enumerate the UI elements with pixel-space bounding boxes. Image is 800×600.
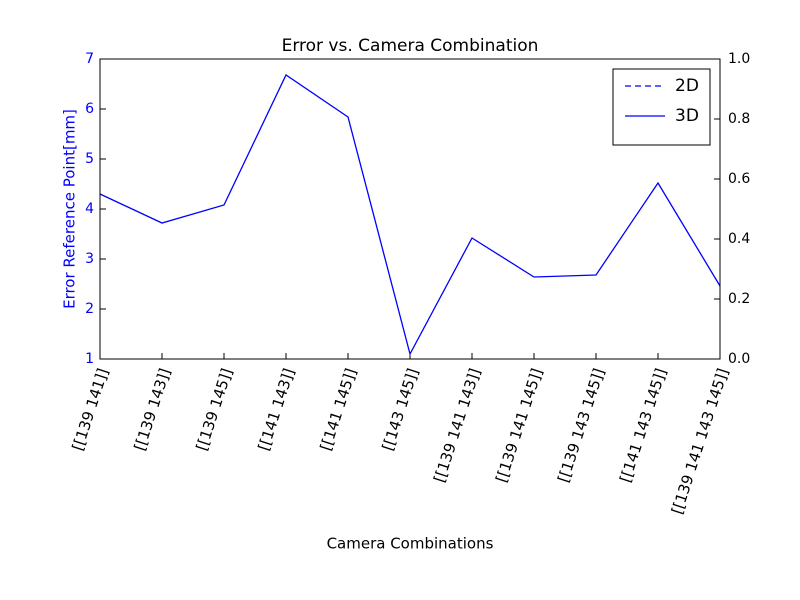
- y-tick-label: 6: [85, 101, 94, 117]
- y-tick-label: 1: [85, 351, 94, 367]
- y2-tick-label: 0.8: [728, 111, 750, 127]
- y2-tick-label: 0.0: [728, 351, 750, 367]
- y-tick-label: 5: [85, 151, 94, 167]
- y2-tick-label: 0.2: [728, 291, 750, 307]
- legend-label: 2D: [675, 76, 699, 96]
- y-tick-label: 4: [85, 201, 94, 217]
- y2-tick-label: 0.4: [728, 231, 750, 247]
- y-tick-label: 7: [85, 51, 94, 67]
- line-series: [99, 74, 721, 356]
- plot-frame: [99, 58, 721, 360]
- y2-tick-label: 0.6: [728, 171, 750, 187]
- x-axis-label: Camera Combinations: [327, 535, 494, 553]
- chart-title: Error vs. Camera Combination: [282, 36, 539, 56]
- y-axis-label: Error Reference Point[mm]: [61, 109, 79, 309]
- legend-box: [612, 68, 711, 146]
- y2-tick-label: 1.0: [728, 51, 750, 67]
- y-tick-label: 2: [85, 301, 94, 317]
- y-tick-label: 3: [85, 251, 94, 267]
- legend-label: 3D: [675, 106, 699, 126]
